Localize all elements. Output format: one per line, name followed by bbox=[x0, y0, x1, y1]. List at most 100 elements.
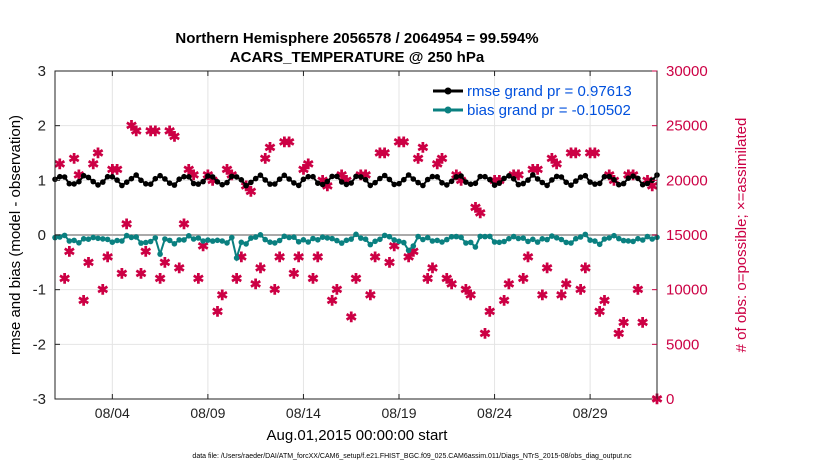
obs-count-marker: ✱ bbox=[121, 216, 133, 232]
bias-point bbox=[587, 237, 593, 243]
rmse-point bbox=[405, 172, 412, 178]
x-tick-label: 08/09 bbox=[190, 405, 225, 421]
obs-count-marker: ✱ bbox=[68, 150, 80, 166]
bias-point bbox=[635, 235, 641, 242]
bias-point bbox=[410, 243, 417, 249]
rmse-point bbox=[104, 173, 111, 180]
bias-point bbox=[439, 239, 445, 245]
rmse-point bbox=[463, 179, 469, 185]
bias-point bbox=[338, 240, 345, 246]
bias-point bbox=[147, 238, 154, 245]
bias-point bbox=[100, 236, 106, 242]
legend-rmse-label: rmse grand pr = 0.97613 bbox=[467, 83, 632, 100]
obs-count-marker: ✱ bbox=[527, 161, 539, 177]
rmse-point bbox=[491, 182, 498, 188]
bias-point bbox=[453, 233, 460, 240]
rmse-point bbox=[114, 177, 120, 183]
obs-count-marker: ✱ bbox=[422, 271, 434, 287]
bias-point bbox=[463, 240, 469, 246]
y-right-tick-label: 0 bbox=[666, 391, 674, 408]
bias-point bbox=[644, 233, 651, 240]
bias-point bbox=[80, 236, 87, 242]
obs-count-marker: ✱ bbox=[556, 287, 568, 303]
rmse-point bbox=[381, 172, 388, 179]
bias-point bbox=[353, 231, 359, 238]
obs-count-marker: ✱ bbox=[126, 118, 138, 134]
bias-point bbox=[281, 233, 288, 240]
obs-count-marker: ✱ bbox=[350, 271, 362, 287]
y-right-tick-label: 5000 bbox=[666, 336, 699, 353]
rmse-point bbox=[453, 174, 460, 180]
bias-point bbox=[458, 234, 464, 241]
obs-count-marker: ✱ bbox=[551, 156, 563, 172]
obs-count-marker: ✱ bbox=[169, 129, 181, 145]
rmse-point bbox=[123, 179, 130, 185]
obs-count-marker: ✱ bbox=[384, 254, 396, 270]
rmse-point bbox=[57, 173, 63, 180]
rmse-point bbox=[257, 172, 264, 178]
obs-count-marker: ✱ bbox=[102, 249, 114, 265]
bias-point bbox=[257, 232, 264, 238]
rmse-point bbox=[549, 177, 555, 183]
rmse-point bbox=[252, 175, 259, 182]
bias-point bbox=[310, 235, 316, 242]
y-left-tick-label: 3 bbox=[38, 63, 46, 80]
rmse-point bbox=[190, 180, 197, 187]
rmse-point bbox=[410, 176, 417, 182]
obs-count-markers: ✱✱✱✱✱✱✱✱✱✱✱✱✱✱✱✱✱✱✱✱✱✱✱✱✱✱✱✱✱✱✱✱✱✱✱✱✱✱✱✱… bbox=[54, 118, 663, 407]
obs-count-marker: ✱ bbox=[326, 293, 338, 309]
rmse-point bbox=[147, 181, 154, 187]
obs-count-marker: ✱ bbox=[479, 325, 491, 341]
obs-count-marker: ✱ bbox=[183, 161, 195, 177]
rmse-point bbox=[496, 180, 503, 186]
obs-count-marker: ✱ bbox=[135, 265, 147, 281]
obs-count-marker: ✱ bbox=[154, 271, 166, 287]
obs-count-marker: ✱ bbox=[97, 282, 109, 298]
rmse-point bbox=[171, 182, 178, 188]
obs-count-marker: ✱ bbox=[54, 156, 66, 172]
y-right-tick-label: 15000 bbox=[666, 227, 708, 244]
rmse-point bbox=[334, 173, 340, 180]
bias-point bbox=[219, 238, 225, 244]
rmse-point bbox=[229, 173, 235, 180]
bias-point bbox=[343, 237, 350, 244]
rmse-point bbox=[573, 178, 579, 184]
bias-point bbox=[166, 237, 173, 244]
rmse-point bbox=[434, 174, 441, 180]
obs-count-marker: ✱ bbox=[446, 276, 458, 292]
obs-count-marker: ✱ bbox=[570, 145, 582, 161]
bias-point bbox=[195, 235, 202, 241]
y-left-tick-label: 1 bbox=[38, 172, 46, 189]
rmse-point bbox=[620, 180, 627, 187]
rmse-point bbox=[372, 179, 378, 186]
x-tick-label: 08/04 bbox=[95, 405, 130, 421]
bias-point bbox=[649, 236, 655, 242]
rmse-point bbox=[467, 181, 474, 187]
bias-point bbox=[119, 238, 125, 244]
obs-count-marker: ✱ bbox=[579, 260, 591, 276]
bias-point bbox=[477, 233, 484, 240]
bias-point bbox=[491, 239, 498, 245]
obs-count-marker: ✱ bbox=[503, 276, 515, 292]
rmse-point bbox=[458, 173, 464, 179]
bias-point bbox=[568, 240, 574, 246]
bias-point bbox=[238, 239, 245, 246]
bias-point bbox=[415, 233, 421, 240]
rmse-point bbox=[286, 176, 292, 182]
bias-point bbox=[362, 236, 369, 242]
x-tick-label: 08/19 bbox=[381, 405, 416, 421]
obs-count-marker: ✱ bbox=[145, 123, 157, 139]
bias-point bbox=[295, 239, 302, 245]
obs-count-marker: ✱ bbox=[250, 276, 262, 292]
rmse-point bbox=[515, 181, 522, 188]
obs-count-marker: ✱ bbox=[536, 287, 548, 303]
obs-count-marker: ✱ bbox=[149, 123, 161, 139]
obs-count-marker: ✱ bbox=[508, 167, 520, 183]
obs-count-marker: ✱ bbox=[178, 216, 190, 232]
bias-point bbox=[133, 234, 139, 240]
obs-count-marker: ✱ bbox=[379, 145, 391, 161]
bias-point bbox=[90, 234, 96, 241]
obs-count-marker: ✱ bbox=[460, 282, 472, 298]
bias-point bbox=[630, 238, 636, 245]
rmse-point bbox=[224, 179, 230, 186]
